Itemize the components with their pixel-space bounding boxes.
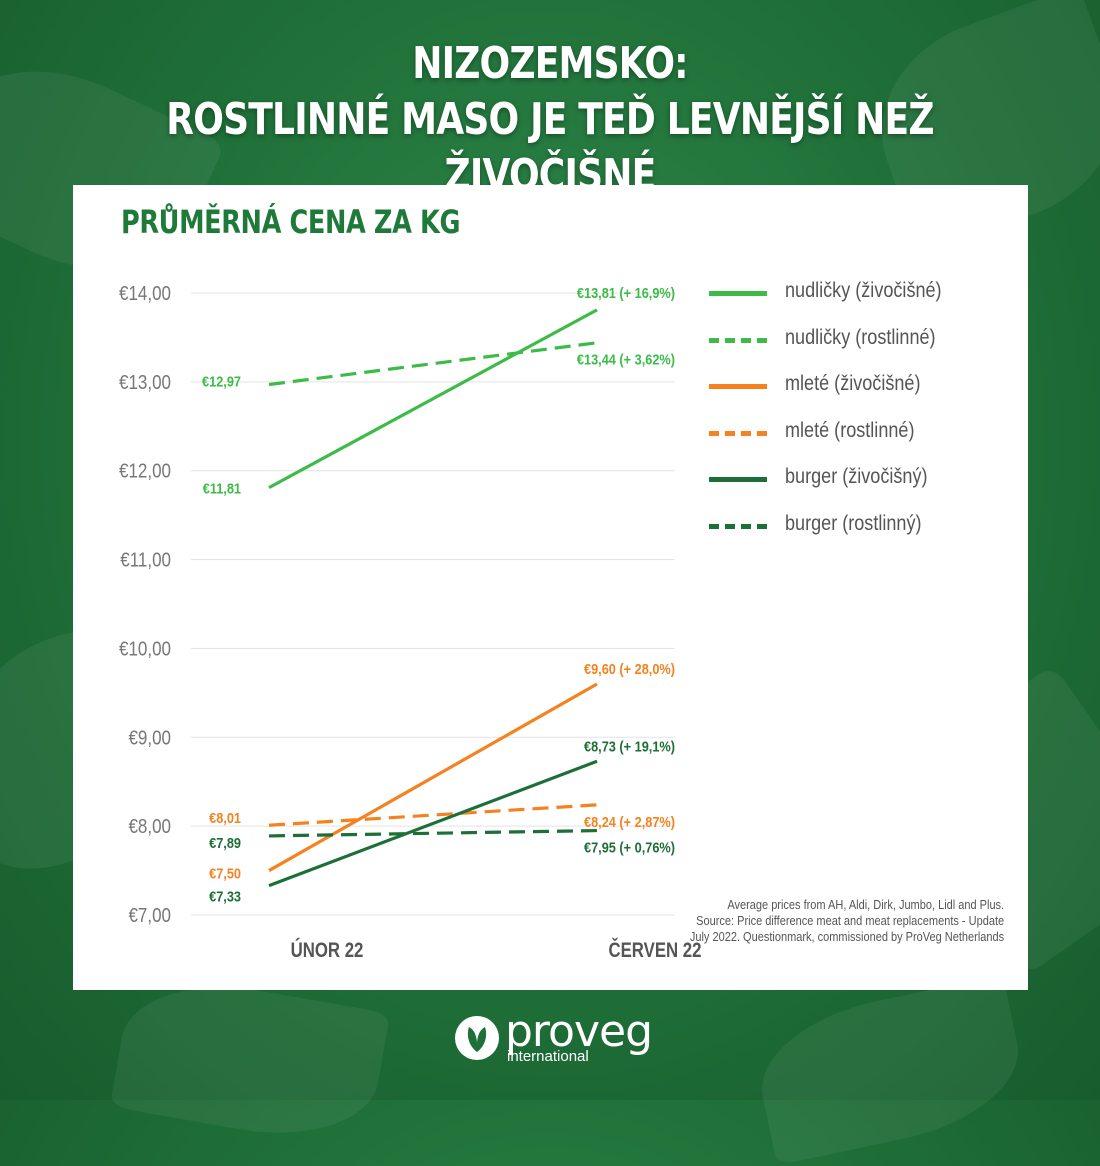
source-note: Average prices from AH, Aldi, Dirk, Jumb… — [690, 897, 1004, 945]
legend-item: nudličky (rostlinné) — [705, 322, 1005, 369]
series-line — [268, 803, 598, 827]
logo-subtext: international — [507, 1048, 589, 1065]
y-tick-label: €9,00 — [128, 726, 171, 749]
y-tick-label: €12,00 — [119, 459, 171, 482]
legend-swatch-nudlicky-zivocisne — [709, 291, 767, 296]
title-line-2: ROSTLINNÉ MASO JE TEĎ LEVNĚJŠÍ NEŽ ŽIVOČ… — [166, 94, 934, 201]
x-tick-label: ČERVEN 22 — [609, 938, 702, 962]
line-chart: €7,00 €8,00 €9,00 €10,00 €11,00 €12,00 €13,00 €… — [119, 282, 702, 963]
title-line-1: NIZOZEMSKO: — [412, 38, 688, 89]
logo-text: proveg — [505, 1006, 653, 1057]
data-label-start: €7,89 — [209, 834, 241, 851]
legend-label: mleté (živočišné) — [785, 372, 921, 395]
legend-item: mleté (živočišné) — [705, 368, 1005, 415]
leaf-icon — [455, 1016, 499, 1060]
y-tick-label: €7,00 — [128, 904, 171, 927]
legend-label: nudličky (živočišné) — [785, 279, 942, 302]
page-title: NIZOZEMSKO: ROSTLINNÉ MASO JE TEĎ LEVNĚJ… — [99, 36, 1001, 204]
legend-item: burger (živočišný) — [705, 461, 1005, 508]
data-label-end: €8,24 (+ 2,87%) — [584, 813, 675, 830]
data-label-end: €8,73 (+ 19,1%) — [584, 737, 675, 754]
chart-card: PRŮMĚRNÁ CENA ZA KG €7,00 €8,00 €9,00 €10,0… — [73, 185, 1028, 990]
legend-item: burger (rostlinný) — [705, 508, 1005, 555]
legend-label: burger (živočišný) — [785, 465, 928, 488]
legend-item: nudličky (živočišné) — [705, 275, 1005, 322]
series-line — [268, 341, 598, 387]
background-leaf — [109, 968, 391, 1152]
legend-label: nudličky (rostlinné) — [785, 325, 936, 349]
y-tick-label: €14,00 — [119, 282, 171, 305]
proveg-logo: proveg international — [455, 1006, 655, 1072]
legend: nudličky (živočišné) nudličky (rostlinné… — [705, 275, 1005, 554]
legend-swatch-burger-rostlinny — [709, 523, 767, 529]
data-label-start: €12,97 — [202, 373, 241, 390]
y-tick-label: €13,00 — [119, 371, 171, 394]
x-tick-label: ÚNOR 22 — [291, 938, 364, 962]
legend-swatch-mlete-zivocisne — [709, 384, 767, 389]
data-label-start: €7,33 — [209, 888, 241, 905]
legend-label: mleté (rostlinné) — [785, 418, 915, 442]
y-tick-label: €11,00 — [120, 548, 171, 571]
chart-title: PRŮMĚRNÁ CENA ZA KG — [121, 203, 461, 241]
y-tick-label: €8,00 — [128, 815, 171, 838]
series-line — [268, 308, 598, 490]
series-line — [268, 759, 598, 888]
series-line — [268, 828, 598, 838]
data-label-start: €7,50 — [209, 865, 241, 882]
legend-label: burger (rostlinný) — [785, 511, 922, 535]
legend-swatch-mlete-rostlinne — [709, 430, 767, 436]
source-line: Source: Price difference meat and meat r… — [696, 914, 1004, 928]
data-label-end: €7,95 (+ 0,76%) — [584, 839, 675, 856]
source-line: Average prices from AH, Aldi, Dirk, Jumb… — [727, 898, 1004, 912]
data-label-end: €13,81 (+ 16,9%) — [577, 284, 675, 301]
legend-item: mleté (rostlinné) — [705, 415, 1005, 462]
legend-swatch-burger-zivocisny — [709, 477, 767, 482]
background-leaf — [748, 974, 1032, 1166]
legend-swatch-nudlicky-rostlinne — [709, 337, 767, 343]
source-line: July 2022. Questionmark, commissioned by… — [689, 930, 1004, 944]
series-line — [268, 682, 598, 872]
data-label-start: €11,81 — [203, 480, 241, 497]
y-tick-label: €10,00 — [119, 637, 171, 660]
data-label-end: €13,44 (+ 3,62%) — [577, 351, 675, 368]
data-label-end: €9,60 (+ 28,0%) — [584, 660, 675, 677]
data-label-start: €8,01 — [209, 809, 241, 826]
